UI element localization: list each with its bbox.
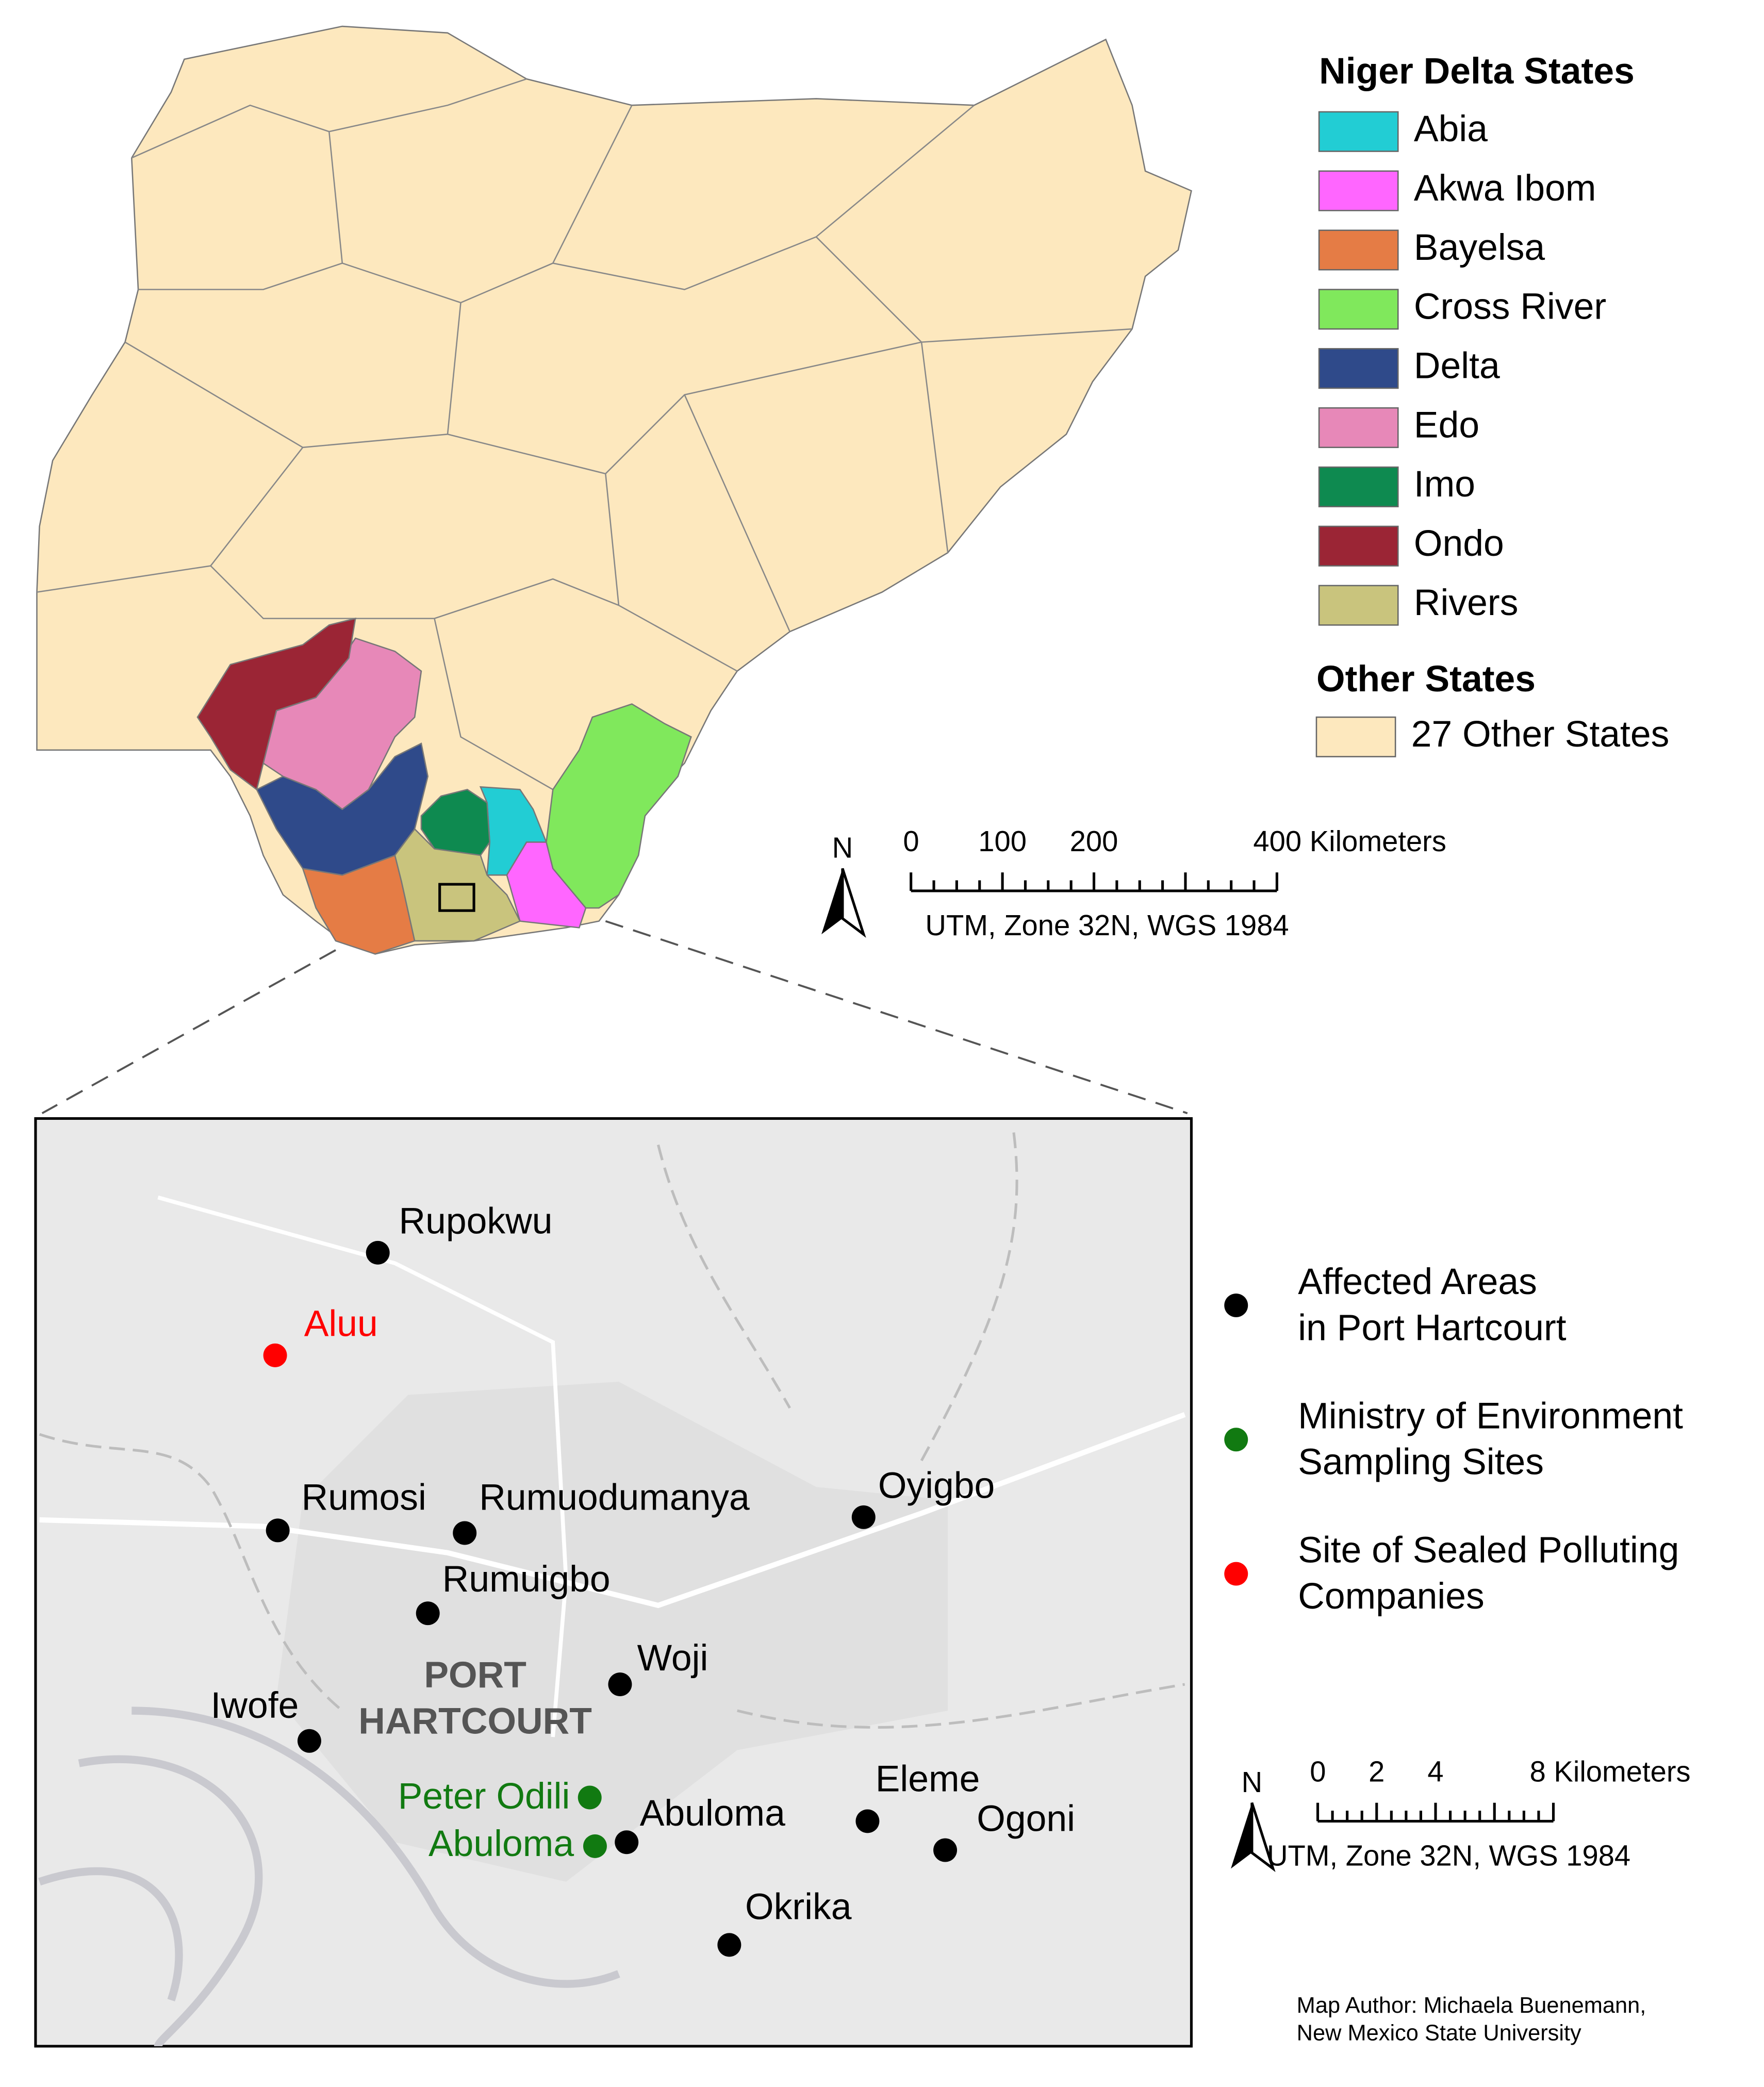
place-label: Rumuodumanya — [479, 1477, 750, 1518]
legend-marker — [1224, 1562, 1248, 1586]
city-label: PORT — [424, 1654, 526, 1696]
legend-title: Niger Delta States — [1319, 51, 1635, 92]
legend-swatch — [1318, 229, 1399, 271]
place-label: Peter Odili — [398, 1776, 570, 1817]
state-boundaries — [37, 78, 1132, 790]
legend-label: Abia — [1414, 108, 1488, 150]
scale-label: 100 — [978, 825, 1027, 857]
place-marker — [933, 1838, 958, 1862]
place-label: Aluu — [304, 1303, 378, 1345]
place-marker — [263, 1343, 287, 1367]
place-marker — [851, 1505, 876, 1529]
scale-label: 0 — [1310, 1755, 1326, 1787]
scale-label: 200 — [1070, 825, 1118, 857]
zoom-lines — [41, 920, 1188, 1115]
legend-swatch — [1318, 525, 1399, 567]
place-label: Abuloma — [640, 1793, 785, 1834]
north-arrow — [1250, 1802, 1276, 1873]
scale-label: 2 — [1369, 1755, 1384, 1787]
legend-label: in Port Hartcourt — [1298, 1307, 1567, 1348]
north-arrow — [821, 868, 843, 935]
scale-label: 4 — [1427, 1755, 1443, 1787]
city-label: HARTCOURT — [358, 1700, 592, 1742]
legend-swatch — [1318, 111, 1399, 152]
legend-swatch — [1315, 716, 1396, 757]
legend-subtitle: Other States — [1316, 658, 1536, 700]
place-label: Abuloma — [428, 1823, 574, 1864]
scale-label: 8 Kilometers — [1530, 1755, 1691, 1787]
place-label: Rumosi — [302, 1477, 426, 1518]
legend-label: Companies — [1298, 1576, 1485, 1617]
place-marker — [266, 1518, 290, 1543]
place-label: Ogoni — [977, 1798, 1075, 1839]
legend-label: Cross River — [1414, 286, 1606, 327]
scale-bars: N 0 100 200 400 Kilometers UTM, Zone 32N, WGS… — [821, 825, 1691, 1873]
delta-states — [196, 617, 692, 955]
north-arrow — [1231, 1802, 1252, 1869]
place-marker — [855, 1809, 880, 1833]
legend-swatch — [1318, 466, 1399, 507]
place-marker — [416, 1601, 440, 1626]
legend-swatch — [1318, 170, 1399, 211]
place-marker — [297, 1729, 321, 1753]
legend: Abia Akwa Ibom Bayelsa Cross River Delta Edo I… — [1315, 108, 1670, 757]
scale-projection: UTM, Zone 32N, WGS 1984 — [925, 909, 1289, 941]
legend-label: Rivers — [1414, 582, 1519, 623]
legend-label: Delta — [1414, 345, 1500, 387]
place-label: Woji — [637, 1637, 708, 1679]
legend-label: 27 Other States — [1411, 714, 1670, 755]
legend-label: Ministry of Environment — [1298, 1395, 1683, 1436]
scale-projection: UTM, Zone 32N, WGS 1984 — [1267, 1840, 1630, 1872]
legend-label: Site of Sealed Polluting — [1298, 1530, 1679, 1571]
point-legend: Affected Areas in Port Hartcourt Ministry … — [1224, 1261, 1683, 1617]
legend-label: Ondo — [1414, 523, 1504, 564]
legend-label: Edo — [1414, 404, 1479, 445]
inset-locator — [438, 883, 475, 912]
state — [196, 617, 356, 791]
legend-label: Sampling Sites — [1298, 1442, 1544, 1483]
place-label: Rumuigbo — [442, 1559, 611, 1600]
scale-label: 400 Kilometers — [1253, 825, 1446, 857]
place-marker — [453, 1521, 477, 1545]
credit: New Mexico State University — [1297, 2020, 1581, 2045]
legend-swatch — [1318, 585, 1399, 626]
legend-swatch — [1318, 289, 1399, 330]
state — [262, 637, 422, 810]
scale-label: 0 — [903, 825, 919, 857]
places: Rupokwu Rumosi Rumuodumanya Oyigbo Rumuigbo W… — [210, 1201, 1075, 1957]
state — [420, 789, 491, 856]
legend-marker — [1224, 1293, 1248, 1317]
place-marker — [615, 1830, 639, 1854]
place-label: Eleme — [876, 1759, 980, 1800]
inset-basemap — [38, 1131, 1186, 2048]
legend-label: Affected Areas — [1298, 1261, 1537, 1302]
place-marker — [366, 1240, 390, 1265]
legend-label: Bayelsa — [1414, 227, 1545, 268]
credit: Map Author: Michaela Buenemann, — [1297, 1993, 1646, 2018]
place-label: Iwofe — [210, 1685, 299, 1726]
north-label: N — [832, 832, 853, 864]
legend-label: Akwa Ibom — [1414, 168, 1596, 209]
place-marker — [717, 1933, 741, 1957]
north-label: N — [1242, 1766, 1263, 1798]
legend-label: Imo — [1414, 463, 1475, 505]
state — [546, 703, 692, 909]
north-arrow — [841, 868, 866, 938]
legend-marker — [1224, 1428, 1248, 1452]
place-label: Rupokwu — [399, 1201, 553, 1242]
legend-swatch — [1318, 348, 1399, 389]
legend-swatch — [1318, 407, 1399, 449]
place-label: Oyigbo — [878, 1465, 995, 1506]
place-marker — [578, 1785, 602, 1810]
place-marker — [608, 1672, 632, 1696]
place-marker — [583, 1834, 607, 1858]
place-label: Okrika — [745, 1886, 852, 1927]
